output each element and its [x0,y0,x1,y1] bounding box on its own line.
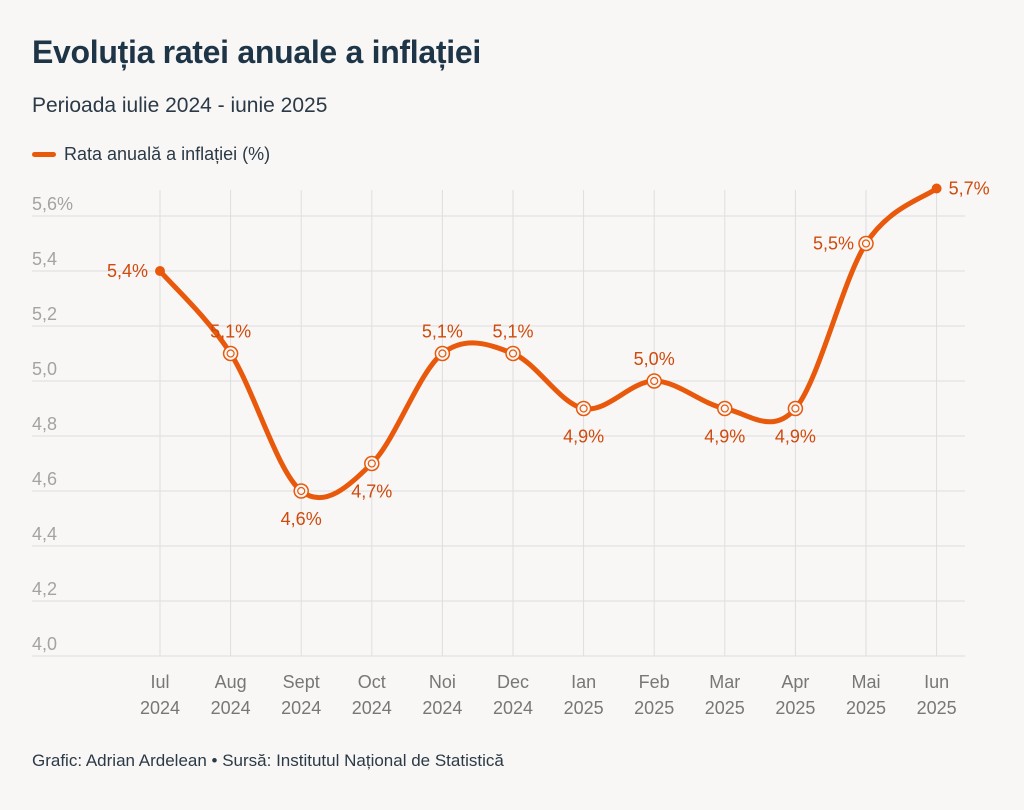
x-tick-label: Sept [283,672,320,692]
y-tick-label: 5,4 [32,249,57,269]
y-tick-label: 4,8 [32,414,57,434]
x-tick-year: 2024 [352,698,392,718]
data-point [787,400,804,417]
data-labels: 5,4% 5,1% 4,6% 4,7% 5,1% 5,1% 4,9% 5,0% 4,9% 4,9%… [107,179,990,530]
data-point [931,183,942,194]
x-tick-year: 2024 [422,698,462,718]
data-point-inner [579,404,588,413]
data-label: 5,1% [492,322,533,342]
data-point-inner [508,349,518,358]
data-point-inner [226,349,235,358]
x-tick-year: 2025 [846,698,886,718]
y-tick-label: 4,4 [32,524,57,544]
y-tick-label: 4,0 [32,634,57,654]
data-point-inner [297,486,306,496]
data-point-inner [650,376,659,386]
data-label: 4,9% [563,427,604,447]
data-point [364,455,380,472]
data-label: 5,4% [107,261,148,281]
chart-subtitle: Perioada iulie 2024 - iunie 2025 [32,94,328,117]
data-label: 5,1% [210,322,251,342]
x-tick-label: Apr [781,672,809,692]
series-line [157,186,940,500]
data-point-inner [438,349,447,358]
x-tick-label: Aug [215,672,247,692]
data-label: 5,5% [813,234,854,254]
data-point [155,266,165,276]
x-tick-year: 2024 [140,698,180,718]
data-label: 5,7% [949,179,990,199]
data-point [575,400,592,417]
x-tick-label: Iun [924,672,949,692]
chart-title: Evoluția ratei anuale a inflației [32,34,481,70]
data-points [155,183,942,499]
data-point [293,483,309,499]
x-tick-year: 2025 [775,698,815,718]
data-point [646,373,662,389]
y-axis: 4,0 4,2 4,4 4,6 4,8 5,0 5,2 5,4 5,6% [32,194,73,654]
x-tick-year: 2024 [211,698,251,718]
y-tick-label: 5,6% [32,194,73,214]
data-point [434,345,451,362]
x-tick-year: 2025 [917,698,957,718]
x-tick-label: Feb [639,672,670,692]
x-tick-year: 2025 [564,698,604,718]
data-point-inner [720,404,729,413]
legend-swatch [32,152,56,157]
data-point [505,345,521,362]
x-tick-year: 2024 [281,698,321,718]
x-tick-label: Mar [709,672,740,692]
y-tick-label: 5,2 [32,304,57,324]
y-tick-label: 4,6 [32,469,57,489]
x-tick-year: 2025 [634,698,674,718]
data-label: 5,0% [634,349,675,369]
x-tick-label: Iul [150,672,169,692]
grid [32,190,965,657]
x-tick-label: Noi [429,672,456,692]
x-tick-label: Oct [358,672,386,692]
data-point-inner [791,404,800,413]
legend: Rata anuală a inflației (%) [32,144,270,165]
line-chart: 4,0 4,2 4,4 4,6 4,8 5,0 5,2 5,4 5,6% Iul 2024 Aug 2… [32,179,990,718]
data-label: 4,7% [351,482,392,502]
data-point [858,235,874,252]
data-label: 4,6% [281,509,322,529]
x-tick-label: Dec [497,672,529,692]
x-axis: Iul 2024 Aug 2024 Sept 2024 Oct 2024 Noi 2024 Dec 2… [140,672,957,718]
data-point-inner [861,239,871,248]
x-tick-label: Ian [571,672,596,692]
x-tick-year: 2024 [493,698,533,718]
x-tick-year: 2025 [705,698,745,718]
data-label: 4,9% [704,427,745,447]
data-label: 5,1% [422,322,463,342]
y-tick-label: 4,2 [32,579,57,599]
y-tick-label: 5,0 [32,359,57,379]
data-label: 4,9% [775,427,816,447]
data-point [717,400,733,417]
data-point [222,345,239,362]
data-point-inner [367,459,376,468]
x-tick-label: Mai [851,672,880,692]
legend-label: Rata anuală a inflației (%) [64,144,271,164]
source-footer: Grafic: Adrian Ardelean • Sursă: Institu… [32,751,504,770]
